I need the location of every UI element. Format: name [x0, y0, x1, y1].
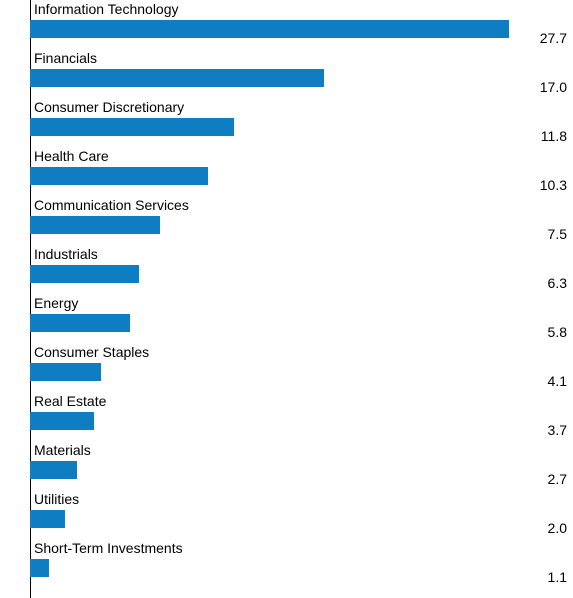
- category-label: Short-Term Investments: [34, 540, 183, 556]
- category-label: Utilities: [34, 491, 79, 507]
- value-label: 6.3: [548, 275, 567, 291]
- value-label: 10.3: [540, 177, 567, 193]
- value-label: 17.0: [540, 79, 567, 95]
- category-label: Energy: [34, 295, 78, 311]
- value-label: 2.7: [548, 471, 567, 487]
- chart-row: Consumer Discretionary 11.8: [30, 98, 573, 147]
- value-label: 2.0: [548, 520, 567, 536]
- category-label: Communication Services: [34, 197, 189, 213]
- value-label: 27.7: [540, 30, 567, 46]
- bar: [30, 461, 77, 479]
- bar: [30, 559, 49, 577]
- category-label: Real Estate: [34, 393, 106, 409]
- chart-row: Short-Term Investments 1.1: [30, 539, 573, 588]
- chart-row: Materials 2.7: [30, 441, 573, 490]
- category-label: Consumer Staples: [34, 344, 149, 360]
- chart-row: Consumer Staples 4.1: [30, 343, 573, 392]
- chart-row: Communication Services 7.5: [30, 196, 573, 245]
- sector-allocation-bar-chart: Information Technology 27.7 Financials 17.0…: [0, 0, 573, 598]
- bar: [30, 20, 509, 38]
- chart-rows: Information Technology 27.7 Financials 17.0…: [30, 0, 573, 588]
- bar: [30, 265, 139, 283]
- category-label: Information Technology: [34, 1, 179, 17]
- bar: [30, 510, 65, 528]
- value-label: 4.1: [548, 373, 567, 389]
- value-label: 5.8: [548, 324, 567, 340]
- bar: [30, 363, 101, 381]
- chart-row: Energy 5.8: [30, 294, 573, 343]
- chart-row: Industrials 6.3: [30, 245, 573, 294]
- value-label: 3.7: [548, 422, 567, 438]
- value-label: 1.1: [548, 569, 567, 585]
- chart-row: Financials 17.0: [30, 49, 573, 98]
- category-label: Financials: [34, 50, 97, 66]
- bar: [30, 118, 234, 136]
- bar: [30, 69, 324, 87]
- chart-row: Utilities 2.0: [30, 490, 573, 539]
- value-label: 7.5: [548, 226, 567, 242]
- category-label: Materials: [34, 442, 91, 458]
- bar: [30, 216, 160, 234]
- category-label: Consumer Discretionary: [34, 99, 184, 115]
- value-label: 11.8: [541, 128, 567, 144]
- bar: [30, 314, 130, 332]
- chart-row: Health Care 10.3: [30, 147, 573, 196]
- chart-row: Real Estate 3.7: [30, 392, 573, 441]
- bar: [30, 167, 208, 185]
- chart-row: Information Technology 27.7: [30, 0, 573, 49]
- category-label: Industrials: [34, 246, 98, 262]
- bar: [30, 412, 94, 430]
- category-label: Health Care: [34, 148, 109, 164]
